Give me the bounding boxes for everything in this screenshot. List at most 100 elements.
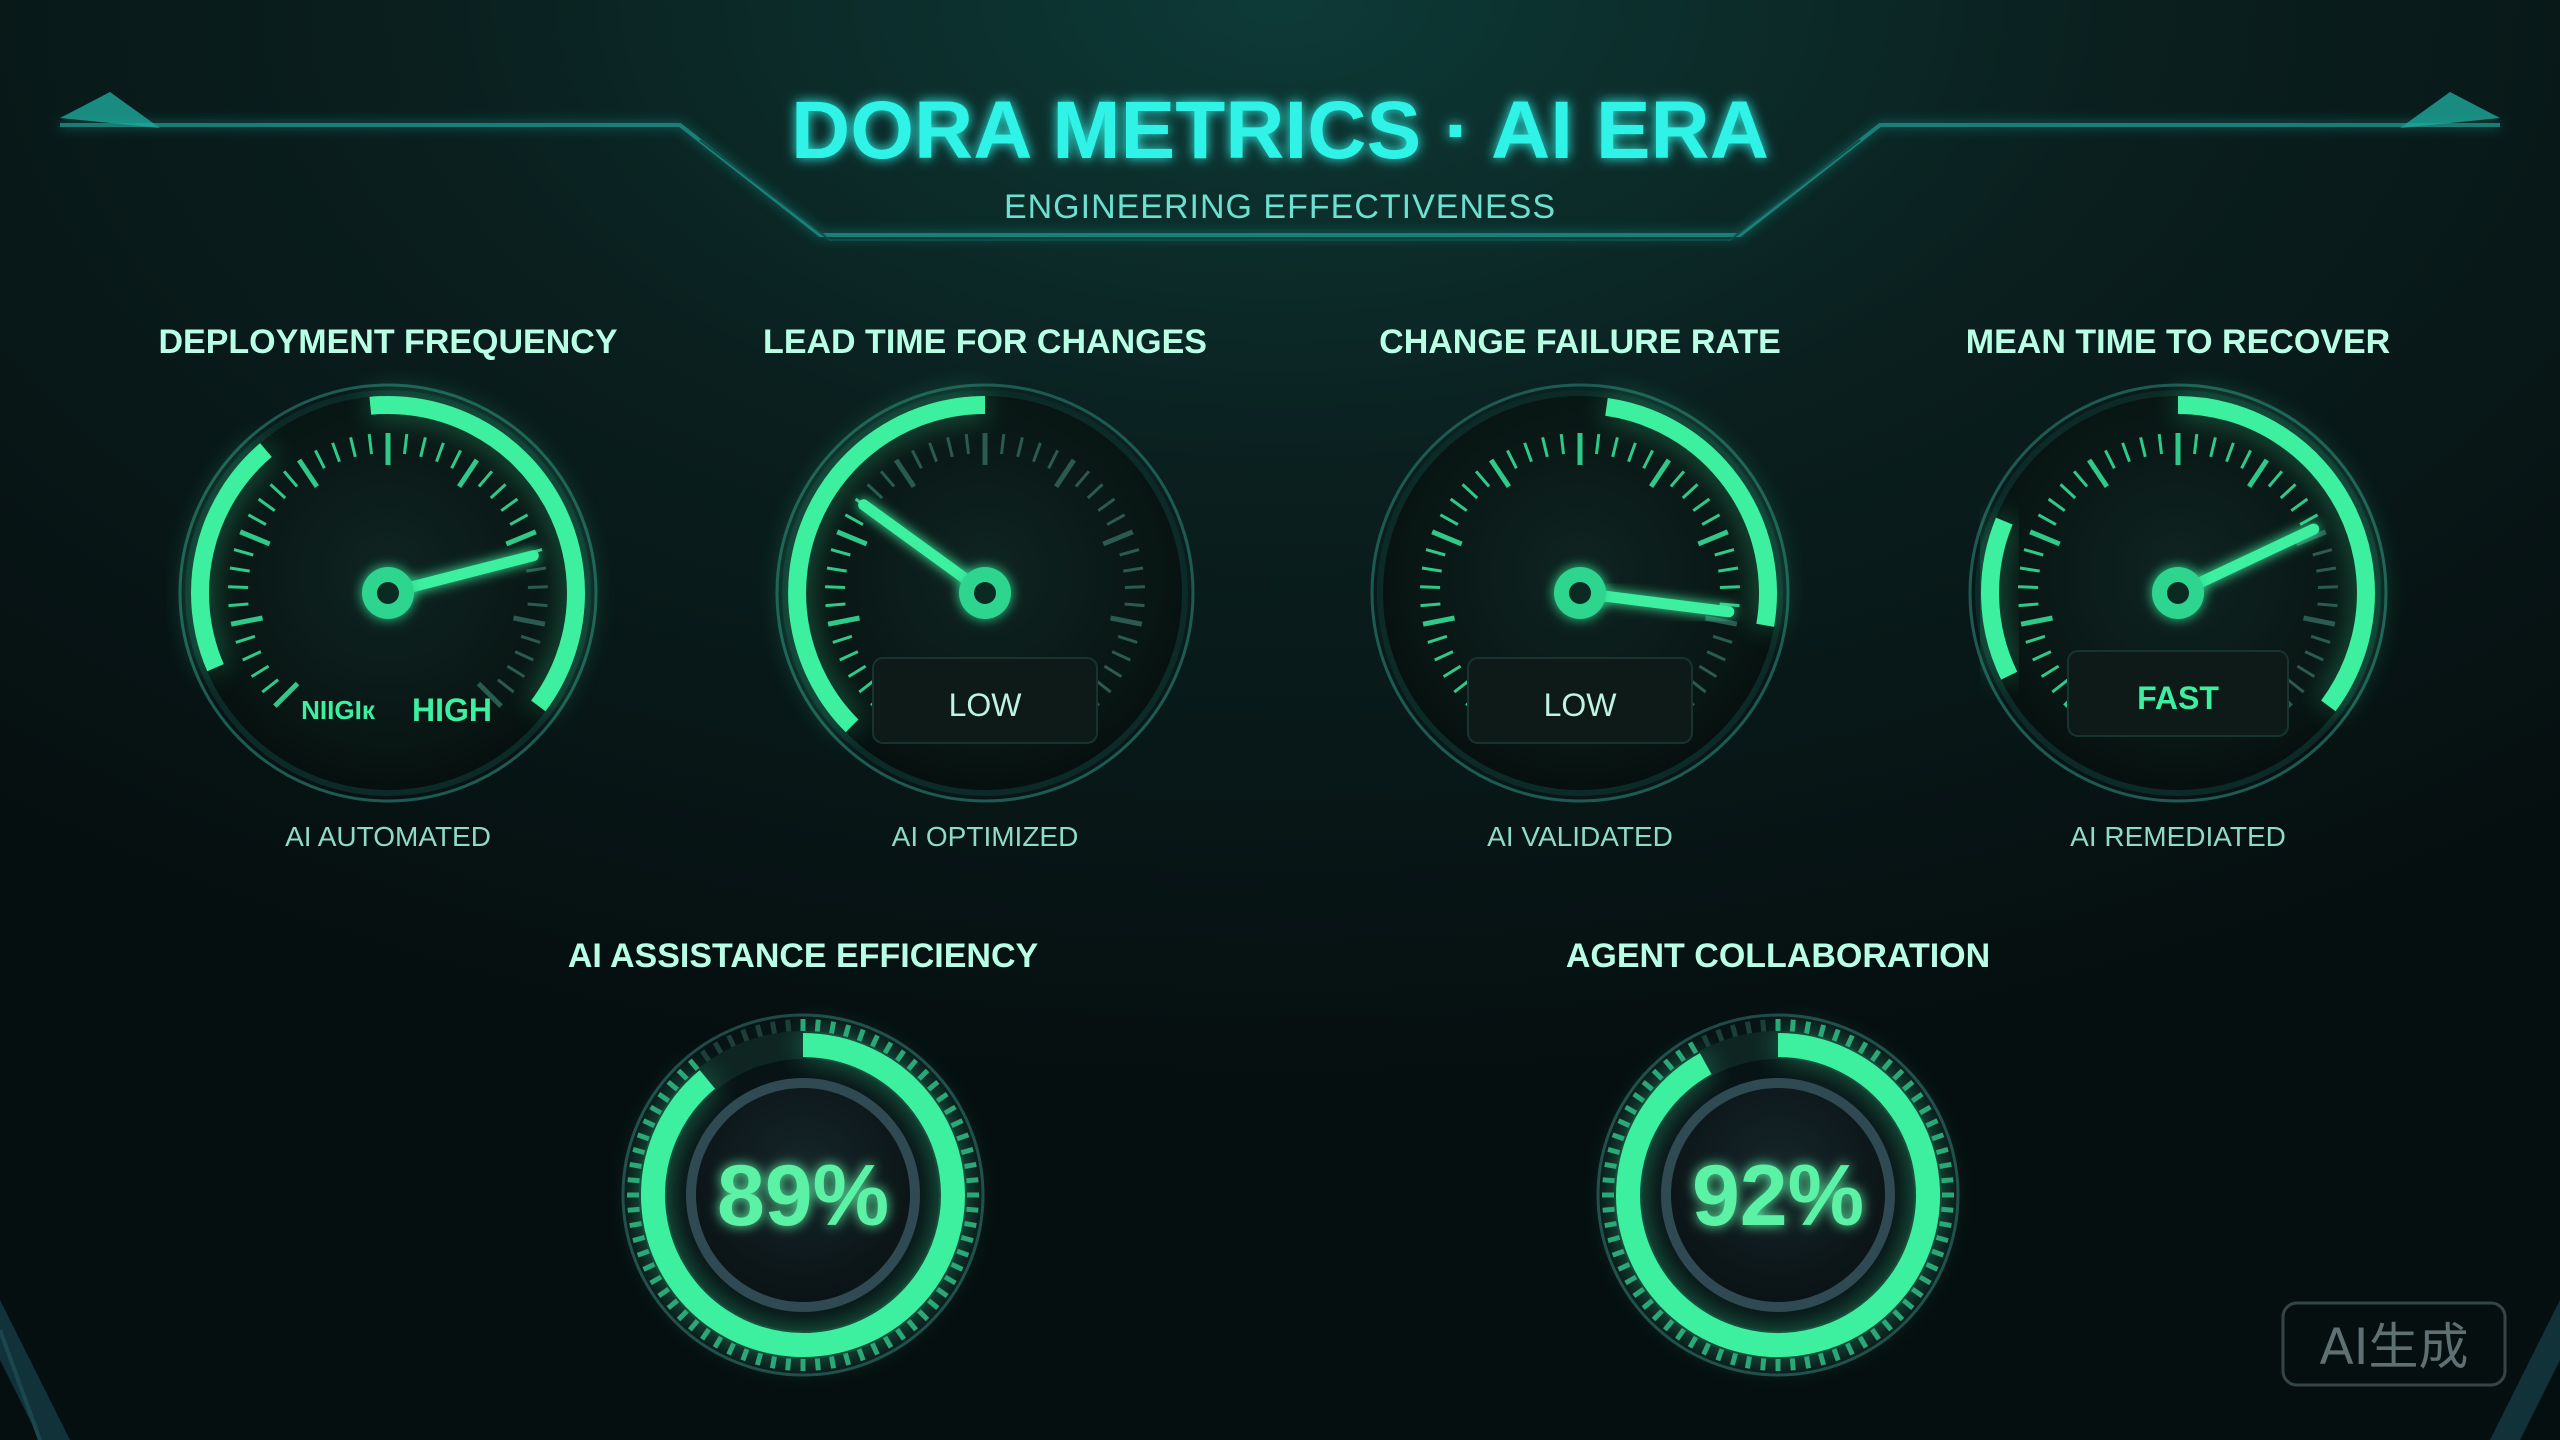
dial-tick: [500, 497, 519, 512]
dial-tick: [1719, 602, 1740, 608]
ring-tick: [1870, 1327, 1881, 1341]
dial-tick: [1103, 664, 1123, 678]
ring-tick: [960, 1234, 974, 1244]
ring-fill: [1616, 1033, 1941, 1357]
gauge-title: LEAD TIME FOR CHANGES: [763, 323, 1207, 361]
ring-tick: [642, 1262, 656, 1272]
dial-tick: [1047, 449, 1059, 469]
dial-tick: [2279, 483, 2297, 500]
dial-tick: [1692, 497, 1711, 512]
ring-tick: [814, 1358, 821, 1371]
dial-tick: [228, 585, 249, 589]
dial-tick: [1086, 483, 1104, 500]
ring-tick: [1651, 1068, 1664, 1081]
ring-tick: [700, 1327, 711, 1341]
dial-tick: [1110, 615, 1143, 627]
ring-tick: [856, 1028, 866, 1042]
corner-decoration-right: [2490, 1300, 2560, 1440]
ring-tick: [1901, 1079, 1915, 1092]
ring-tick: [917, 1068, 930, 1081]
dial-tick: [1117, 634, 1138, 644]
dial-tick: [2317, 602, 2338, 608]
ring-tick: [1881, 1058, 1894, 1072]
dial-tick: [879, 470, 896, 488]
dial-tick: [2104, 449, 2116, 469]
dial-tick: [2040, 664, 2060, 678]
ring-tick: [629, 1161, 642, 1169]
ring-tick: [1617, 1262, 1631, 1272]
ring-tick: [1941, 1177, 1954, 1184]
ring-tick: [1607, 1234, 1621, 1244]
ring-tick: [1804, 1021, 1812, 1034]
ring-tick: [1760, 1019, 1767, 1032]
dial-tick: [2317, 585, 2338, 589]
ring-tick: [769, 1021, 777, 1034]
ring-tick: [1892, 1068, 1905, 1081]
ring-tick: [1729, 1352, 1739, 1366]
dial-tick: [2121, 442, 2131, 463]
dial-bezel: [775, 383, 1195, 803]
dial-tick: [269, 483, 287, 500]
ring-tick: [642, 1118, 656, 1128]
dial-tick: [1559, 433, 1565, 455]
dial-tick: [239, 529, 271, 547]
dial-tick: [1421, 566, 1442, 573]
dial-tick: [1714, 548, 1735, 557]
ring-tick: [1604, 1161, 1617, 1169]
ring-tick: [1939, 1221, 1952, 1229]
dial-tick: [435, 442, 445, 463]
ring-tick: [1901, 1298, 1915, 1311]
ring-tick: [1744, 1356, 1752, 1369]
dial-tick: [1016, 437, 1024, 458]
dial-tick: [520, 634, 541, 644]
dial-tick: [2240, 449, 2252, 469]
dial-tick: [228, 602, 249, 608]
ring-tick: [712, 1335, 724, 1349]
dial-tick: [242, 650, 262, 662]
ring-tick: [926, 1298, 940, 1311]
ring-tick: [964, 1221, 977, 1229]
dial-tick: [1595, 433, 1601, 455]
ring-tick: [1715, 1028, 1725, 1042]
ring-fill: [640, 1033, 965, 1357]
dial-tick: [1718, 566, 1739, 573]
dial-tick: [1434, 650, 1454, 662]
dial-tick: [825, 585, 846, 589]
ring-tick: [964, 1161, 977, 1169]
ring-tick: [1939, 1161, 1952, 1169]
ring-tick: [1831, 1348, 1841, 1362]
gauge-caption: AI OPTIMIZED: [892, 821, 1079, 852]
ring-tick: [950, 1118, 964, 1128]
progress-ring: [1596, 1013, 1960, 1377]
ring-tick: [1675, 1049, 1686, 1063]
dial-tick: [477, 470, 494, 488]
dial-tick: [1642, 449, 1654, 469]
ring-tick: [700, 1049, 711, 1063]
gauge-readout: LOW: [1544, 687, 1618, 723]
ring-title: AI ASSISTANCE EFFICIENCY: [568, 937, 1039, 975]
dial-tick: [2286, 678, 2305, 694]
ring-tick: [1925, 1262, 1939, 1272]
ring-tick: [1662, 1058, 1675, 1072]
gauge-title: DEPLOYMENT FREQUENCY: [158, 323, 617, 361]
dial-tick: [2018, 585, 2039, 589]
ring-tick: [829, 1021, 837, 1034]
dial-tick: [1106, 513, 1126, 526]
dial-tick: [2290, 497, 2309, 512]
dial-tick: [527, 585, 548, 589]
dial-tick: [1425, 548, 1446, 557]
dial-tick: [1000, 433, 1006, 455]
ring-tick: [1870, 1049, 1881, 1063]
dial-tick: [1523, 442, 1533, 463]
ring-tick: [1931, 1132, 1945, 1142]
dial-tick: [830, 548, 851, 557]
ring-tick: [935, 1287, 949, 1298]
ring-tick: [1910, 1092, 1924, 1103]
ring-tick: [1744, 1021, 1752, 1034]
ring-tick: [1602, 1177, 1615, 1184]
ring-tick: [1892, 1309, 1905, 1322]
dial-tick: [2020, 615, 2053, 627]
dial-tick: [2019, 566, 2040, 573]
ring-tick: [726, 1034, 736, 1048]
dial-tick: [2059, 483, 2077, 500]
